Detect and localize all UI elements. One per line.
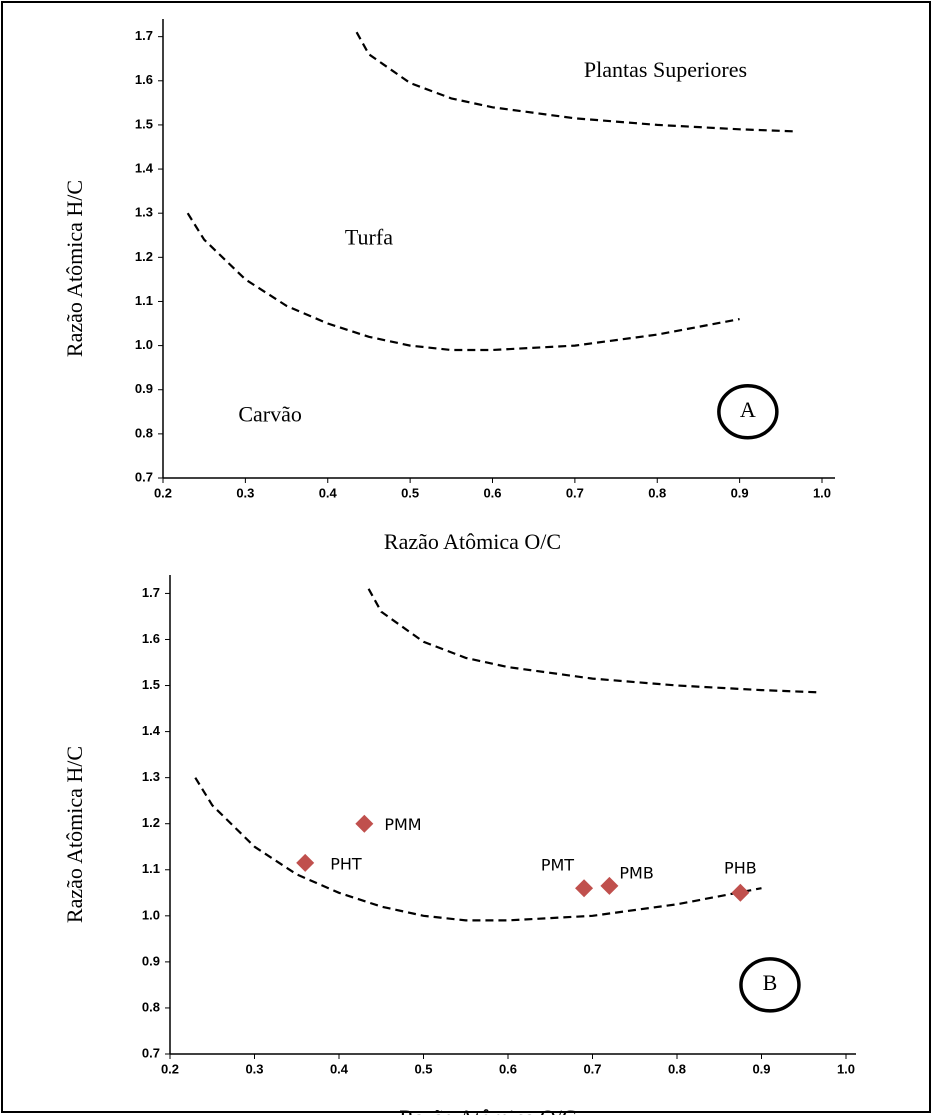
y-tick-label: 1.5 xyxy=(135,116,153,131)
x-tick-label: 0.7 xyxy=(583,1061,601,1076)
x-tick-label: 0.5 xyxy=(414,1061,432,1076)
y-tick-label: 0.8 xyxy=(135,425,153,440)
data-point xyxy=(575,879,594,898)
annotation: B xyxy=(763,970,778,995)
annotation-circle xyxy=(739,957,801,1013)
point-label: PMT xyxy=(541,856,574,875)
y-tick-label: 1.6 xyxy=(135,72,153,87)
annotation: Carvão xyxy=(238,401,302,426)
y-tick-label: 0.7 xyxy=(142,1045,160,1060)
data-point xyxy=(296,853,315,872)
data-point xyxy=(731,883,750,902)
x-tick-label: 0.7 xyxy=(566,485,584,500)
y-tick-label: 1.0 xyxy=(142,907,160,922)
y-tick-label: 1.4 xyxy=(142,723,161,738)
annotation-circle xyxy=(717,384,779,440)
y-tick-label: 1.1 xyxy=(142,861,160,876)
y-tick-label: 1.2 xyxy=(142,815,160,830)
x-tick-label: 0.3 xyxy=(236,485,254,500)
x-tick-label: 0.4 xyxy=(319,485,338,500)
annotation: Turfa xyxy=(345,225,393,250)
y-tick-label: 0.7 xyxy=(135,469,153,484)
y-tick-label: 1.7 xyxy=(135,28,153,43)
x-tick-label: 0.6 xyxy=(499,1061,517,1076)
y-tick-label: 0.9 xyxy=(135,381,153,396)
data-point xyxy=(355,814,374,833)
x-tick-label: 0.9 xyxy=(752,1061,770,1076)
x-tick-label: 0.4 xyxy=(330,1061,349,1076)
x-axis-label: Razão Atômica O/C xyxy=(384,529,561,554)
x-tick-label: 0.3 xyxy=(245,1061,263,1076)
x-tick-label: 0.2 xyxy=(161,1061,179,1076)
x-tick-label: 1.0 xyxy=(837,1061,855,1076)
y-tick-label: 1.1 xyxy=(135,293,153,308)
point-label: PMB xyxy=(619,863,653,882)
point-label: PHT xyxy=(330,854,362,873)
data-point xyxy=(600,876,619,895)
y-tick-label: 0.8 xyxy=(142,999,160,1014)
y-tick-label: 1.6 xyxy=(142,631,160,646)
annotation: Plantas Superiores xyxy=(584,57,747,82)
dashed-curve xyxy=(367,588,821,694)
x-tick-label: 0.2 xyxy=(154,485,172,500)
x-tick-label: 1.0 xyxy=(813,485,831,500)
y-axis-label: Razão Atômica H/C xyxy=(62,180,87,357)
y-tick-label: 1.7 xyxy=(142,585,160,600)
x-tick-label: 0.8 xyxy=(668,1061,686,1076)
dashed-curve xyxy=(355,31,798,133)
y-tick-label: 1.3 xyxy=(142,769,160,784)
point-label: PMM xyxy=(384,815,421,834)
dashed-curve xyxy=(194,777,762,922)
point-label: PHB xyxy=(724,858,757,877)
y-tick-label: 1.2 xyxy=(135,249,153,264)
y-tick-label: 1.5 xyxy=(142,677,160,692)
x-tick-label: 0.9 xyxy=(731,485,749,500)
dashed-curve xyxy=(186,212,740,352)
y-tick-label: 1.4 xyxy=(135,160,154,175)
x-tick-label: 0.8 xyxy=(648,485,666,500)
y-tick-label: 1.0 xyxy=(135,337,153,352)
y-axis-label: Razão Atômica H/C xyxy=(62,746,87,923)
annotation: A xyxy=(740,397,756,422)
y-tick-label: 1.3 xyxy=(135,205,153,220)
x-tick-label: 0.6 xyxy=(483,485,501,500)
y-tick-label: 0.9 xyxy=(142,953,160,968)
x-tick-label: 0.5 xyxy=(401,485,419,500)
x-axis-label: Razão Atômica O/C xyxy=(399,1105,576,1115)
